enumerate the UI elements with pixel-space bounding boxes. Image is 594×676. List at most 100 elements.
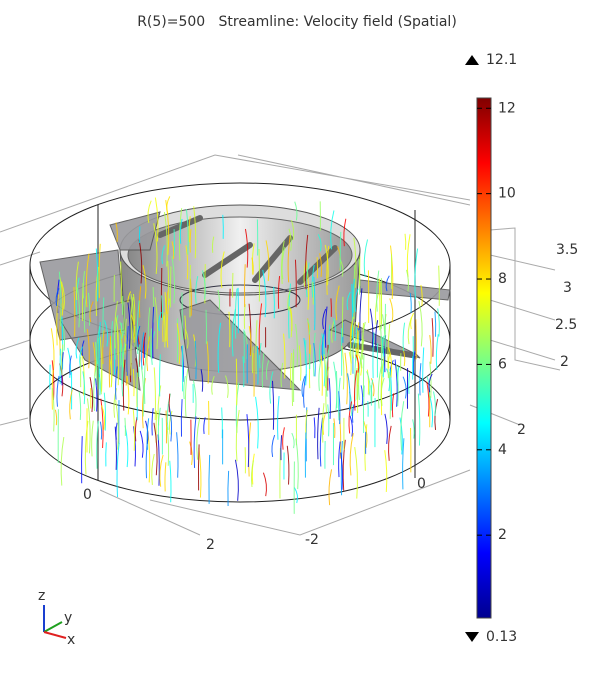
streamline bbox=[201, 270, 206, 300]
streamline bbox=[167, 260, 170, 306]
streamline bbox=[288, 306, 293, 338]
streamline bbox=[322, 308, 327, 330]
streamline bbox=[197, 444, 200, 491]
streamline bbox=[294, 259, 297, 308]
streamline bbox=[86, 398, 91, 454]
streamline bbox=[152, 306, 155, 359]
streamline bbox=[388, 371, 391, 419]
streamline bbox=[333, 318, 337, 341]
streamline bbox=[333, 361, 338, 411]
streamline bbox=[181, 346, 185, 382]
streamline bbox=[420, 284, 423, 307]
streamline bbox=[169, 266, 172, 308]
colorbar-tick-label: 2 bbox=[498, 527, 507, 543]
streamline bbox=[388, 347, 393, 378]
streamline bbox=[346, 291, 351, 311]
streamline bbox=[193, 416, 197, 468]
streamline bbox=[394, 359, 398, 407]
streamline bbox=[291, 220, 295, 241]
streamline bbox=[93, 362, 98, 412]
streamline bbox=[312, 332, 316, 377]
streamline bbox=[271, 434, 276, 458]
streamline bbox=[137, 325, 141, 347]
streamline bbox=[347, 373, 351, 411]
streamline bbox=[151, 453, 155, 486]
streamline bbox=[119, 321, 123, 339]
streamline bbox=[327, 404, 330, 437]
streamline bbox=[358, 355, 362, 400]
streamline bbox=[354, 446, 358, 499]
streamline bbox=[60, 436, 65, 486]
streamline bbox=[136, 300, 140, 355]
streamline bbox=[380, 326, 383, 374]
streamline bbox=[426, 381, 430, 417]
streamline bbox=[231, 308, 236, 357]
streamline bbox=[189, 264, 191, 318]
streamline bbox=[377, 366, 382, 409]
streamline bbox=[154, 197, 159, 242]
streamline bbox=[325, 344, 330, 397]
streamline bbox=[406, 269, 409, 292]
streamline bbox=[98, 243, 101, 298]
streamline bbox=[399, 417, 403, 455]
streamline bbox=[116, 330, 120, 386]
streamline bbox=[305, 262, 310, 298]
streamline bbox=[402, 438, 405, 490]
streamline bbox=[366, 369, 370, 395]
streamline bbox=[59, 277, 64, 316]
streamline bbox=[324, 306, 328, 348]
streamline bbox=[208, 454, 211, 504]
streamline bbox=[147, 200, 152, 224]
streamline bbox=[265, 240, 270, 282]
streamline bbox=[104, 319, 109, 347]
streamline bbox=[220, 251, 225, 289]
streamline bbox=[380, 281, 383, 325]
streamline bbox=[431, 318, 434, 357]
streamline bbox=[158, 311, 162, 332]
streamline bbox=[242, 356, 245, 388]
streamline bbox=[338, 441, 341, 478]
streamline bbox=[176, 323, 181, 365]
streamline bbox=[60, 281, 65, 310]
streamline bbox=[288, 228, 292, 251]
streamline bbox=[189, 229, 192, 253]
streamlines bbox=[49, 196, 440, 514]
streamline bbox=[126, 325, 129, 376]
streamline bbox=[261, 353, 265, 388]
streamline bbox=[244, 228, 249, 268]
streamline bbox=[406, 234, 411, 278]
streamline bbox=[78, 391, 82, 420]
streamline bbox=[157, 407, 161, 441]
streamline bbox=[136, 372, 138, 408]
streamline bbox=[375, 320, 379, 351]
streamline bbox=[130, 314, 136, 343]
streamline bbox=[408, 372, 411, 394]
streamline bbox=[61, 317, 64, 370]
streamline bbox=[271, 380, 275, 430]
streamline bbox=[56, 294, 59, 346]
streamline bbox=[384, 450, 388, 493]
streamline bbox=[189, 441, 193, 466]
streamline bbox=[429, 396, 434, 428]
streamline bbox=[412, 350, 416, 376]
streamline bbox=[354, 288, 359, 312]
streamline bbox=[91, 420, 94, 457]
streamline bbox=[163, 315, 166, 348]
streamline bbox=[391, 393, 395, 418]
streamline bbox=[153, 367, 156, 420]
axis-label: 2.5 bbox=[555, 317, 577, 333]
streamline bbox=[50, 328, 55, 373]
streamline bbox=[389, 368, 393, 411]
streamline bbox=[351, 283, 353, 339]
streamline bbox=[150, 331, 156, 365]
streamline bbox=[370, 378, 375, 397]
streamline bbox=[352, 278, 355, 313]
streamline bbox=[295, 323, 298, 368]
streamline bbox=[203, 417, 206, 434]
streamline bbox=[150, 328, 153, 359]
streamline bbox=[81, 436, 83, 484]
streamline bbox=[122, 359, 126, 411]
streamline bbox=[342, 439, 346, 491]
streamline bbox=[319, 417, 324, 467]
